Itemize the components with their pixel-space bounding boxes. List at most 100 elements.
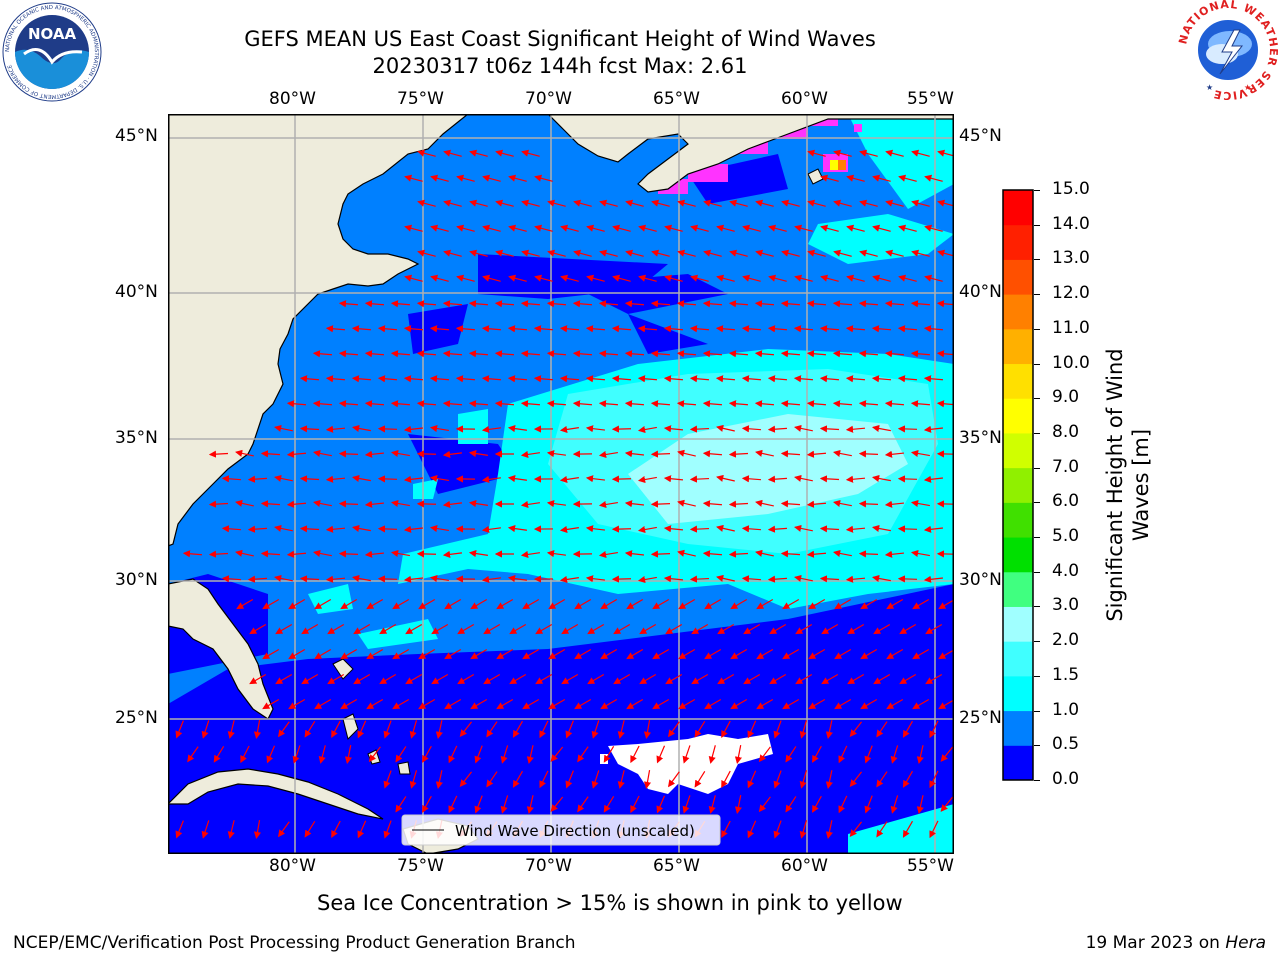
wave-direction-arrow [716,474,735,482]
wave-direction-arrow [858,500,879,508]
wave-direction-arrow [561,673,579,685]
wave-direction-arrow [249,623,267,635]
wave-direction-arrow [240,745,250,764]
wave-direction-arrow [312,549,332,557]
wave-direction-arrow [227,820,235,839]
wave-direction-arrow [559,425,579,434]
wave-direction-arrow [247,525,268,533]
wave-direction-arrow [481,475,502,483]
wave-direction-arrow [495,199,514,207]
colorbar-tick-label: 7.0 [1052,456,1080,477]
wave-direction-arrow [624,300,645,308]
wave-direction-arrow [591,770,600,789]
wave-direction-arrow [652,598,670,610]
wave-direction-arrow [820,274,839,282]
wave-direction-arrow [702,550,723,558]
wave-direction-arrow [690,224,709,232]
wave-direction-arrow [884,350,905,358]
chart-title: GEFS MEAN US East Coast Significant Heig… [244,27,876,51]
wave-direction-arrow [572,400,593,408]
wave-direction-arrow [910,449,930,458]
wave-direction-arrow [820,174,839,182]
wave-direction-arrow [444,598,462,610]
wave-direction-arrow [286,450,307,458]
wave-direction-arrow [871,474,891,482]
wave-direction-arrow [902,820,914,838]
wave-direction-arrow [702,500,723,508]
wave-direction-arrow [663,325,684,333]
wave-direction-arrow [208,500,229,508]
wave-direction-arrow [729,199,748,207]
wave-direction-arrow [806,500,827,508]
wave-direction-arrow [691,673,709,685]
wave-direction-arrow [611,325,632,333]
wave-direction-arrow [327,623,345,635]
wave-direction-arrow [547,199,566,207]
wave-direction-arrow [507,425,527,433]
sea-ice-high [830,160,846,170]
wave-direction-arrow [577,796,589,813]
wave-direction-arrow [404,224,423,232]
wave-direction-arrow [808,598,826,610]
wave-direction-arrow [299,425,320,433]
wave-direction-arrow [208,550,229,558]
wave-direction-arrow [357,820,367,839]
wave-direction-arrow [559,325,580,333]
wave-direction-arrow [728,500,749,508]
lat-label-right-45n: 45°N [959,126,1002,146]
noaa-logo: NATIONAL OCEANIC AND ATMOSPHERIC ADMINIS… [2,2,102,102]
wave-direction-arrow [846,274,865,282]
wave-direction-arrow [522,598,540,610]
wave-direction-arrow [665,623,683,635]
wave-direction-arrow [864,795,873,814]
wave-direction-arrow [561,623,579,635]
wave-direction-arrow [650,500,671,508]
wave-direction-arrow [923,375,944,383]
wave-direction-arrow [456,224,475,232]
wave-direction-arrow [500,745,509,764]
wave-direction-arrow [560,274,579,282]
colorbar-segment [1003,571,1033,607]
wave-direction-arrow [325,425,346,433]
wave-direction-arrow [304,721,316,738]
wave-direction-arrow [728,300,749,308]
wave-direction-arrow [494,300,515,308]
wave-direction-arrow [860,598,878,610]
wave-direction-arrow [340,648,358,660]
wave-direction-arrow [379,623,397,635]
wave-direction-arrow [859,149,878,157]
wave-direction-arrow [643,770,652,790]
wave-direction-arrow [938,649,954,660]
wave-direction-arrow [721,820,731,839]
wave-direction-arrow [663,425,684,433]
wave-direction-arrow [643,720,652,740]
wave-direction-arrow [468,350,489,358]
wave-direction-arrow [876,721,888,738]
colorbar-segment [1003,675,1033,712]
wave-direction-arrow [665,673,683,685]
wave-direction-arrow [301,673,319,685]
wave-direction-arrow [689,425,710,433]
wave-direction-arrow [899,673,917,685]
colorbar-tick-mark [1034,224,1040,226]
lon-label-bottom-65w: 65°W [653,856,700,876]
wave-direction-arrow [782,698,800,710]
wave-direction-arrow [910,499,930,508]
wave-direction-arrow [626,648,644,660]
wave-direction-arrow [756,648,774,660]
wave-direction-arrow [351,424,371,432]
wave-direction-arrow [884,450,905,458]
wave-direction-arrow [859,249,878,257]
wave-direction-arrow [275,623,293,635]
wave-direction-arrow [260,500,281,508]
wave-direction-arrow [832,400,853,408]
wave-direction-arrow [508,274,527,282]
wave-direction-arrow [611,575,632,583]
wave-direction-arrow [459,721,473,738]
wave-direction-arrow [780,400,801,408]
wave-direction-arrow [630,795,640,814]
wave-direction-arrow [885,249,904,257]
wave-direction-arrow [768,274,787,282]
wave-direction-arrow [819,425,840,433]
colorbar-tick-label: 0.0 [1052,769,1080,789]
